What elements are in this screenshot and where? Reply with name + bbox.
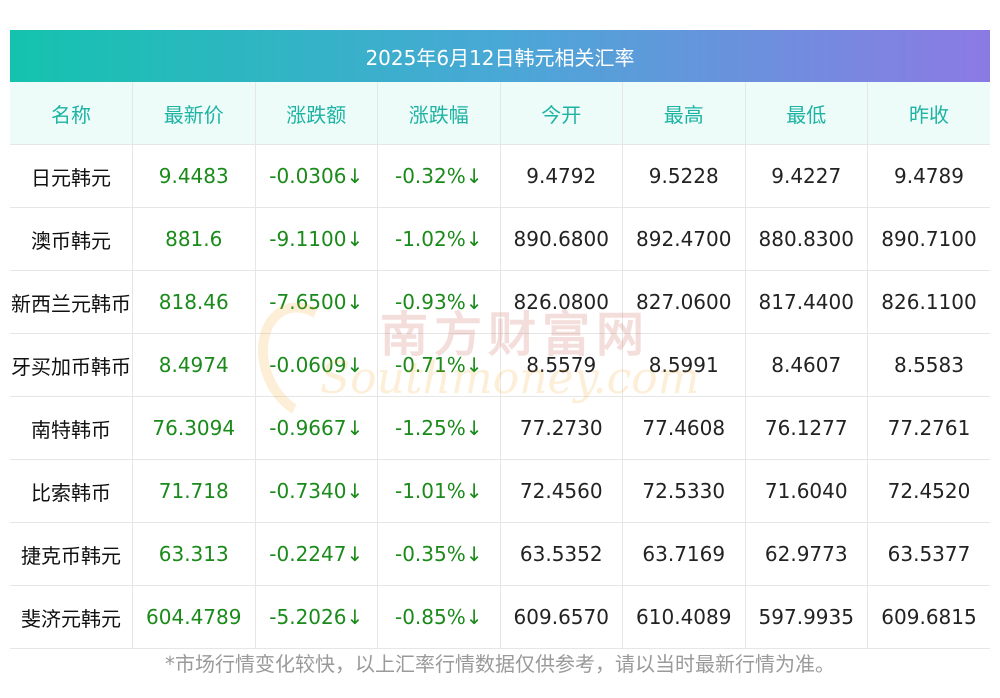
cell-high: 610.4089 [622, 585, 746, 649]
cell-high: 9.5228 [622, 144, 746, 208]
cell-change-pct: -1.01%↓ [377, 459, 501, 523]
cell-latest: 8.4974 [132, 333, 256, 397]
col-header-low: 最低 [745, 82, 868, 145]
cell-open: 63.5352 [500, 522, 623, 586]
col-header-latest: 最新价 [132, 82, 256, 145]
cell-change-pct: -0.32%↓ [377, 144, 501, 208]
cell-name: 比索韩币 [10, 459, 133, 523]
table-row: 澳币韩元 881.6 -9.1100↓ -1.02%↓ 890.6800 892… [10, 207, 990, 271]
table-row: 捷克币韩元 63.313 -0.2247↓ -0.35%↓ 63.5352 63… [10, 522, 990, 586]
col-header-change: 涨跌额 [255, 82, 378, 145]
cell-prev-close: 77.2761 [867, 396, 990, 460]
col-header-prev-close: 昨收 [867, 82, 990, 145]
table-row: 南特韩币 76.3094 -0.9667↓ -1.25%↓ 77.2730 77… [10, 396, 990, 460]
cell-prev-close: 609.6815 [867, 585, 990, 649]
cell-open: 826.0800 [500, 270, 623, 334]
cell-prev-close: 890.7100 [867, 207, 990, 271]
cell-low: 817.4400 [745, 270, 868, 334]
cell-latest: 604.4789 [132, 585, 256, 649]
table-row: 比索韩币 71.718 -0.7340↓ -1.01%↓ 72.4560 72.… [10, 459, 990, 523]
cell-open: 890.6800 [500, 207, 623, 271]
cell-name: 南特韩币 [10, 396, 133, 460]
table-row: 斐济元韩元 604.4789 -5.2026↓ -0.85%↓ 609.6570… [10, 585, 990, 649]
cell-low: 62.9773 [745, 522, 868, 586]
table-row: 日元韩元 9.4483 -0.0306↓ -0.32%↓ 9.4792 9.52… [10, 144, 990, 208]
cell-name: 澳币韩元 [10, 207, 133, 271]
cell-change-pct: -0.85%↓ [377, 585, 501, 649]
cell-high: 63.7169 [622, 522, 746, 586]
col-header-change-pct: 涨跌幅 [377, 82, 501, 145]
cell-change: -7.6500↓ [255, 270, 378, 334]
cell-open: 9.4792 [500, 144, 623, 208]
cell-change: -0.9667↓ [255, 396, 378, 460]
rates-table: 名称 最新价 涨跌额 涨跌幅 今开 最高 最低 昨收 日元韩元 9.4483 -… [10, 82, 990, 649]
cell-high: 72.5330 [622, 459, 746, 523]
cell-change: -9.1100↓ [255, 207, 378, 271]
cell-change-pct: -1.25%↓ [377, 396, 501, 460]
cell-open: 8.5579 [500, 333, 623, 397]
rates-card: 2025年6月12日韩元相关汇率 名称 最新价 涨跌额 涨跌幅 今开 最高 最低… [10, 30, 990, 649]
cell-latest: 881.6 [132, 207, 256, 271]
cell-prev-close: 9.4789 [867, 144, 990, 208]
cell-change: -5.2026↓ [255, 585, 378, 649]
cell-low: 76.1277 [745, 396, 868, 460]
cell-change: -0.7340↓ [255, 459, 378, 523]
col-header-open: 今开 [500, 82, 623, 145]
cell-latest: 9.4483 [132, 144, 256, 208]
table-title: 2025年6月12日韩元相关汇率 [10, 30, 990, 82]
cell-name: 捷克币韩元 [10, 522, 133, 586]
cell-change: -0.0306↓ [255, 144, 378, 208]
cell-change-pct: -0.35%↓ [377, 522, 501, 586]
cell-low: 8.4607 [745, 333, 868, 397]
cell-name: 日元韩元 [10, 144, 133, 208]
cell-open: 609.6570 [500, 585, 623, 649]
cell-prev-close: 63.5377 [867, 522, 990, 586]
cell-change: -0.0609↓ [255, 333, 378, 397]
cell-low: 880.8300 [745, 207, 868, 271]
cell-open: 77.2730 [500, 396, 623, 460]
disclaimer-footnote: *市场行情变化较快，以上汇率行情数据仅供参考，请以当时最新行情为准。 [165, 652, 835, 676]
cell-high: 77.4608 [622, 396, 746, 460]
table-row: 新西兰元韩币 818.46 -7.6500↓ -0.93%↓ 826.0800 … [10, 270, 990, 334]
cell-prev-close: 72.4520 [867, 459, 990, 523]
cell-name: 斐济元韩元 [10, 585, 133, 649]
cell-low: 71.6040 [745, 459, 868, 523]
cell-change: -0.2247↓ [255, 522, 378, 586]
table-row: 牙买加币韩币 8.4974 -0.0609↓ -0.71%↓ 8.5579 8.… [10, 333, 990, 397]
cell-change-pct: -1.02%↓ [377, 207, 501, 271]
table-body: 日元韩元 9.4483 -0.0306↓ -0.32%↓ 9.4792 9.52… [10, 144, 990, 649]
cell-high: 892.4700 [622, 207, 746, 271]
cell-latest: 71.718 [132, 459, 256, 523]
cell-low: 597.9935 [745, 585, 868, 649]
cell-name: 新西兰元韩币 [10, 270, 133, 334]
cell-latest: 76.3094 [132, 396, 256, 460]
cell-latest: 818.46 [132, 270, 256, 334]
cell-open: 72.4560 [500, 459, 623, 523]
cell-prev-close: 8.5583 [867, 333, 990, 397]
cell-change-pct: -0.71%↓ [377, 333, 501, 397]
cell-low: 9.4227 [745, 144, 868, 208]
cell-high: 8.5991 [622, 333, 746, 397]
cell-change-pct: -0.93%↓ [377, 270, 501, 334]
header-row: 名称 最新价 涨跌额 涨跌幅 今开 最高 最低 昨收 [10, 82, 990, 145]
cell-prev-close: 826.1100 [867, 270, 990, 334]
col-header-high: 最高 [622, 82, 746, 145]
cell-high: 827.0600 [622, 270, 746, 334]
cell-latest: 63.313 [132, 522, 256, 586]
cell-name: 牙买加币韩币 [10, 333, 133, 397]
col-header-name: 名称 [10, 82, 133, 145]
